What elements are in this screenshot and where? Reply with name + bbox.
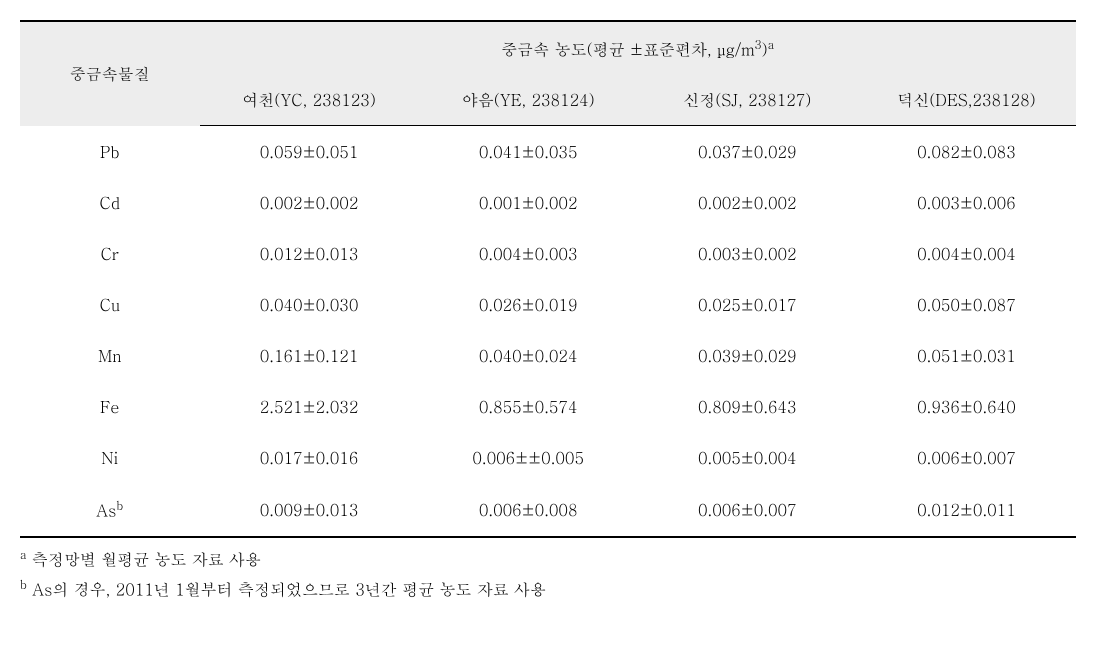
cell-value: 0.050±0.087	[857, 279, 1076, 330]
col-header-1: 야음(YE, 238124)	[419, 74, 638, 126]
cell-value: 0.012±0.013	[200, 228, 419, 279]
row-label: Pb	[20, 126, 200, 178]
cell-value: 0.051±0.031	[857, 330, 1076, 381]
cell-value: 0.006±±0.005	[419, 432, 638, 483]
cell-value: 0.001±0.002	[419, 177, 638, 228]
footnote-a: a 측정망별 월평균 농도 자료 사용	[20, 544, 1076, 574]
row-header-text: 중금속물질	[70, 62, 150, 85]
footnote-a-marker: a	[20, 546, 27, 563]
row-label: Cr	[20, 228, 200, 279]
group-header-unit-base: μg/m	[717, 37, 755, 60]
row-label-text: Fe	[100, 395, 120, 418]
cell-value: 0.026±0.019	[419, 279, 638, 330]
cell-value: 0.025±0.017	[638, 279, 857, 330]
footnote-b-text: As의 경우, 2011년 1월부터 측정되었으므로 3년간 평균 농도 자료 …	[32, 577, 546, 600]
cell-value: 0.855±0.574	[419, 381, 638, 432]
col-header-3: 덕신(DES,238128)	[857, 74, 1076, 126]
cell-value: 0.004±0.003	[419, 228, 638, 279]
group-header: 중금속 농도(평균 ±표준편차, μg/m3)a	[200, 21, 1076, 74]
table-row: Mn 0.161±0.1210.040±0.0240.039±0.0290.051…	[20, 330, 1076, 381]
cell-value: 0.059±0.051	[200, 126, 419, 178]
cell-value: 0.017±0.016	[200, 432, 419, 483]
heavy-metal-table: 중금속물질 중금속 농도(평균 ±표준편차, μg/m3)a 여천(YC, 23…	[20, 20, 1076, 538]
footnote-b-marker: b	[20, 576, 27, 593]
row-label-text: Cd	[99, 191, 120, 214]
row-label: Fe	[20, 381, 200, 432]
cell-value: 0.037±0.029	[638, 126, 857, 178]
row-label-text: Cr	[101, 242, 119, 265]
cell-value: 0.002±0.002	[638, 177, 857, 228]
cell-value: 0.004±0.004	[857, 228, 1076, 279]
cell-value: 0.809±0.643	[638, 381, 857, 432]
table-body: Pb 0.059±0.0510.041±0.0350.037±0.0290.082…	[20, 126, 1076, 537]
table-row: Cu 0.040±0.0300.026±0.0190.025±0.0170.050…	[20, 279, 1076, 330]
cell-value: 0.006±0.007	[638, 483, 857, 536]
table-row: Ni 0.017±0.0160.006±±0.0050.005±0.0040.00…	[20, 432, 1076, 483]
cell-value: 0.082±0.083	[857, 126, 1076, 178]
footnote-b: b As의 경우, 2011년 1월부터 측정되었으므로 3년간 평균 농도 자…	[20, 574, 1076, 604]
cell-value: 0.002±0.002	[200, 177, 419, 228]
row-label: Mn	[20, 330, 200, 381]
group-header-prefix: 중금속 농도(평균 ±표준편차,	[501, 37, 717, 60]
row-label: Cu	[20, 279, 200, 330]
cell-value: 0.040±0.030	[200, 279, 419, 330]
col-header-0: 여천(YC, 238123)	[200, 74, 419, 126]
row-header-label: 중금속물질	[20, 21, 200, 126]
cell-value: 0.161±0.121	[200, 330, 419, 381]
col-header-2: 신정(SJ, 238127)	[638, 74, 857, 126]
footnote-a-text: 측정망별 월평균 농도 자료 사용	[32, 547, 261, 570]
row-label-text: As	[96, 499, 116, 522]
row-label: Ni	[20, 432, 200, 483]
row-label-text: Mn	[98, 344, 121, 367]
cell-value: 0.936±0.640	[857, 381, 1076, 432]
group-header-unit-exp: 3	[755, 36, 762, 53]
cell-value: 0.039±0.029	[638, 330, 857, 381]
table-row: Cr 0.012±0.0130.004±0.0030.003±0.0020.004…	[20, 228, 1076, 279]
row-label: Asb	[20, 483, 200, 536]
group-header-sup: a	[768, 36, 775, 53]
cell-value: 0.012±0.011	[857, 483, 1076, 536]
cell-value: 0.041±0.035	[419, 126, 638, 178]
cell-value: 0.006±0.008	[419, 483, 638, 536]
cell-value: 0.040±0.024	[419, 330, 638, 381]
table-row: Pb 0.059±0.0510.041±0.0350.037±0.0290.082…	[20, 126, 1076, 178]
cell-value: 2.521±2.032	[200, 381, 419, 432]
table-row: Cd0.002±0.0020.001±0.0020.002±0.0020.003…	[20, 177, 1076, 228]
cell-value: 0.006±0.007	[857, 432, 1076, 483]
cell-value: 0.009±0.013	[200, 483, 419, 536]
table-row: Asb0.009±0.0130.006±0.0080.006±0.0070.01…	[20, 483, 1076, 536]
cell-value: 0.003±0.002	[638, 228, 857, 279]
footnotes: a 측정망별 월평균 농도 자료 사용 b As의 경우, 2011년 1월부터…	[20, 544, 1076, 604]
row-label-text: Pb	[100, 140, 120, 163]
cell-value: 0.003±0.006	[857, 177, 1076, 228]
row-label: Cd	[20, 177, 200, 228]
table-row: Fe 2.521±2.0320.855±0.5740.809±0.6430.936…	[20, 381, 1076, 432]
row-label-text: Ni	[101, 446, 118, 469]
cell-value: 0.005±0.004	[638, 432, 857, 483]
row-label-text: Cu	[100, 293, 120, 316]
row-label-sup: b	[116, 497, 123, 514]
